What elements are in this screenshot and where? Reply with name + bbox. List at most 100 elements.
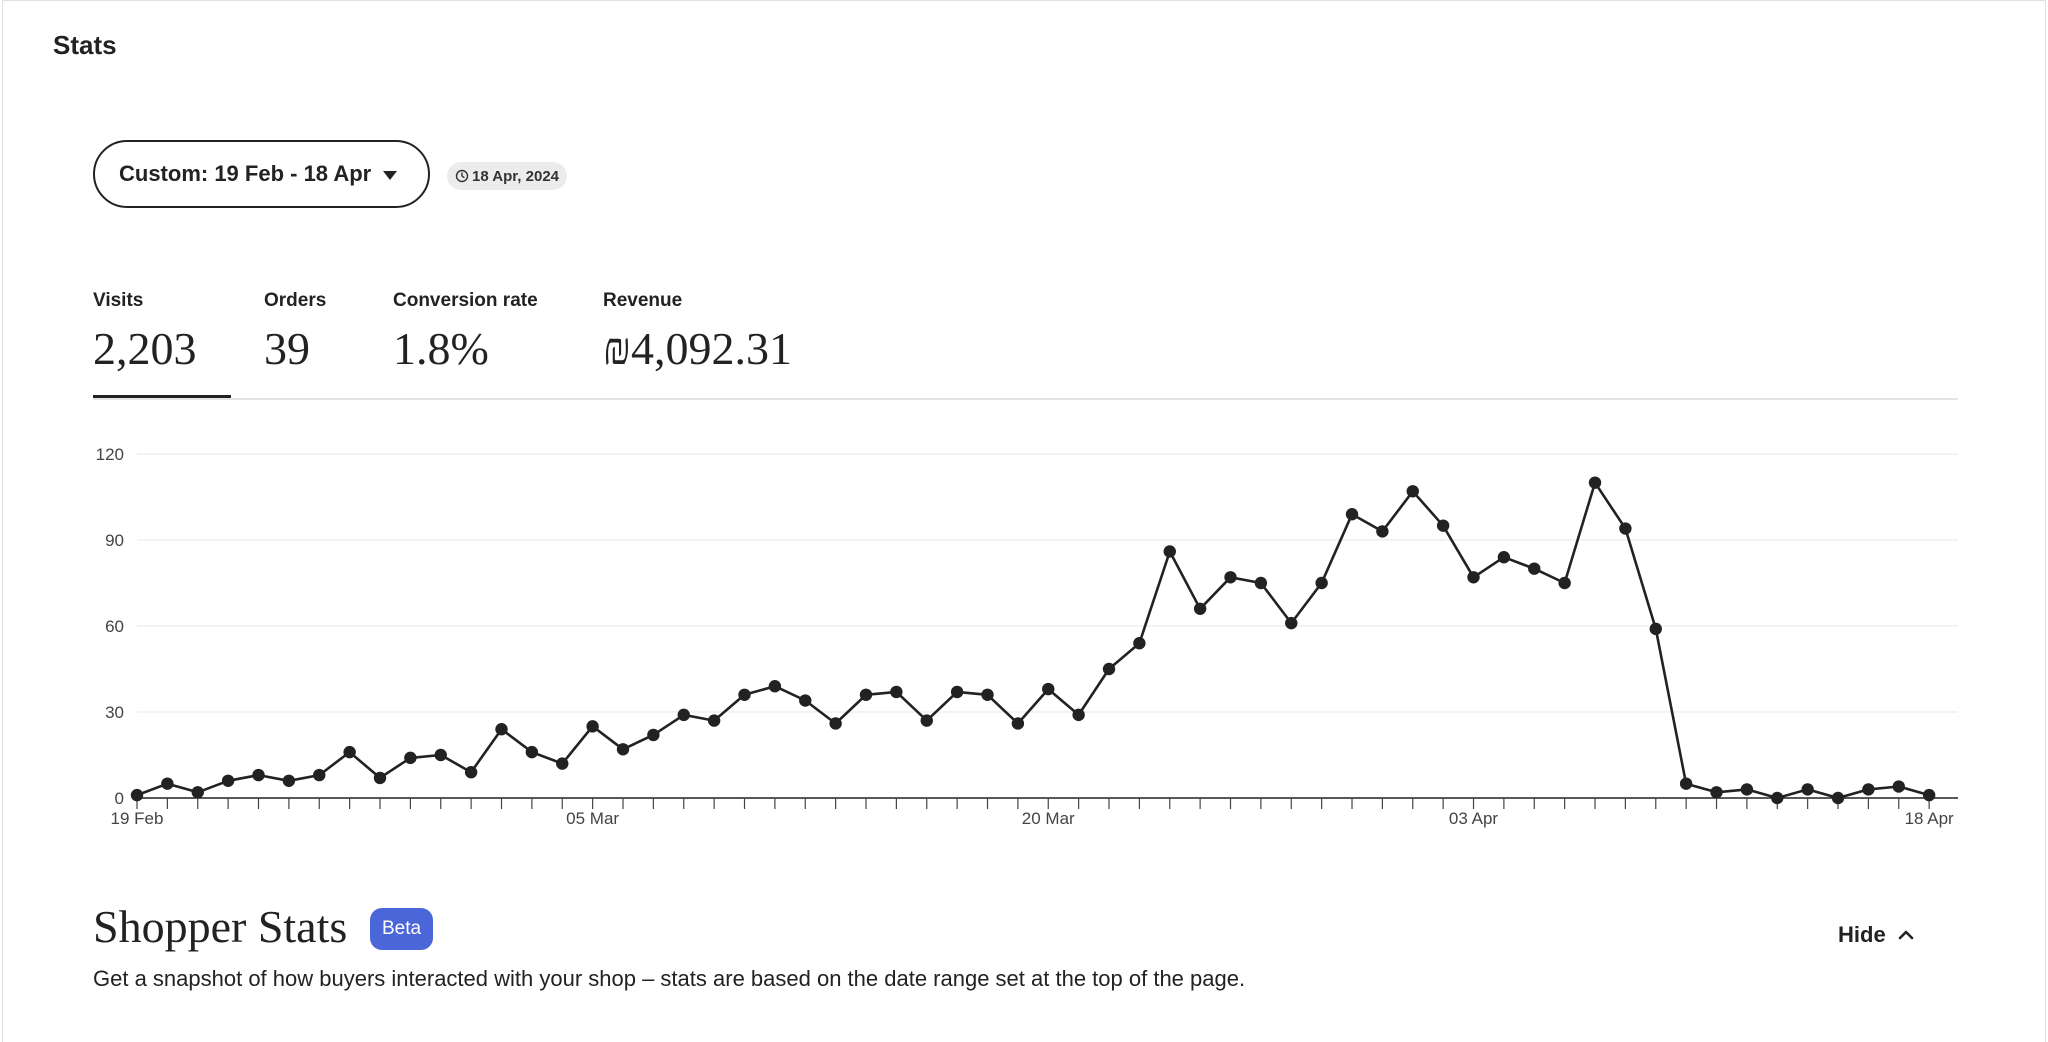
- data-point: [404, 751, 417, 765]
- active-tab-indicator: [93, 395, 231, 398]
- x-tick-label: 05 Mar: [566, 809, 619, 828]
- x-tick-label: 03 Apr: [1449, 809, 1498, 828]
- data-point: [647, 728, 660, 742]
- x-tick-label: 18 Apr: [1905, 809, 1954, 828]
- date-range-dropdown[interactable]: Custom: 19 Feb - 18 Apr: [93, 140, 430, 208]
- data-point: [829, 717, 842, 730]
- data-point: [130, 788, 144, 802]
- metrics-divider: [93, 398, 1958, 400]
- data-point: [556, 757, 569, 770]
- data-point: [1740, 783, 1754, 796]
- metric-label: Visits: [93, 290, 144, 311]
- data-point: [799, 694, 812, 707]
- data-point: [1619, 522, 1632, 535]
- visits-line-chart: 0 30 60 90 120 19 Feb 05 Mar 20 Mar 03 Apr 18 Apr: [96, 445, 1958, 828]
- data-point: [525, 745, 539, 759]
- data-point: [1163, 545, 1176, 558]
- data-point: [1831, 791, 1845, 805]
- metric-tab-conversion-rate[interactable]: Conversion rate 1.8%: [393, 290, 538, 375]
- data-point: [1558, 576, 1571, 590]
- data-point: [1922, 788, 1936, 802]
- metric-value: 2,203: [93, 323, 197, 374]
- data-point: [768, 680, 782, 693]
- data-point: [1133, 637, 1146, 650]
- data-point: [434, 748, 447, 762]
- metric-value: ₪4,092.31: [603, 323, 792, 374]
- data-point: [920, 714, 933, 727]
- hide-button[interactable]: Hide: [1838, 922, 1914, 948]
- data-point: [1254, 576, 1268, 590]
- data-point: [1436, 519, 1450, 532]
- y-tick-label: 60: [105, 617, 124, 636]
- data-point: [1801, 783, 1814, 796]
- data-point: [313, 768, 326, 782]
- data-point: [1345, 508, 1359, 521]
- metric-label: Orders: [264, 290, 327, 311]
- data-point: [161, 777, 174, 790]
- x-tick-label: 19 Feb: [111, 809, 164, 828]
- data-point: [1315, 576, 1328, 590]
- data-point: [1376, 525, 1389, 538]
- data-point: [343, 745, 356, 759]
- metrics-tabs: Visits 2,203 Orders 39 Conversion rate 1…: [93, 290, 1958, 400]
- data-point: [1892, 780, 1905, 793]
- data-point: [1497, 551, 1511, 564]
- data-point: [1285, 616, 1298, 630]
- data-point: [1406, 485, 1419, 498]
- data-point: [464, 766, 478, 779]
- last-updated-badge: 18 Apr, 2024: [447, 162, 568, 190]
- data-point: [1102, 662, 1116, 676]
- data-point: [252, 768, 265, 782]
- data-point: [495, 723, 508, 736]
- data-point: [1649, 622, 1662, 636]
- date-range-label: Custom: 19 Feb - 18 Apr: [119, 161, 372, 186]
- data-point: [373, 771, 387, 785]
- page-title: Stats: [53, 30, 117, 60]
- shopper-stats-title: Shopper Stats: [93, 901, 348, 952]
- last-updated-date: 18 Apr, 2024: [472, 167, 560, 185]
- data-point: [890, 685, 903, 699]
- metric-tab-visits[interactable]: Visits 2,203: [93, 290, 231, 398]
- data-point: [1710, 786, 1723, 799]
- y-tick-label: 0: [115, 789, 124, 808]
- shopper-stats-description: Get a snapshot of how buyers interacted …: [93, 966, 1246, 991]
- data-point: [1588, 476, 1602, 489]
- data-point: [1193, 602, 1207, 615]
- y-tick-label: 90: [105, 531, 124, 550]
- data-point: [586, 720, 599, 733]
- chevron-up-icon: [1898, 930, 1913, 940]
- caret-down-icon: [383, 170, 398, 180]
- data-point: [1224, 571, 1237, 584]
- data-point: [1042, 682, 1055, 696]
- visits-series-line: [136, 481, 1930, 800]
- beta-badge: Beta: [370, 908, 434, 950]
- data-point: [738, 688, 751, 701]
- data-point: [1771, 791, 1784, 805]
- x-tick-label: 20 Mar: [1022, 809, 1075, 828]
- y-tick-label: 30: [105, 703, 124, 722]
- data-point: [1467, 571, 1480, 584]
- data-point: [221, 774, 235, 787]
- data-point: [859, 688, 873, 701]
- metric-tab-orders[interactable]: Orders 39: [264, 290, 326, 375]
- data-point: [981, 688, 994, 701]
- data-point: [616, 743, 630, 756]
- hide-label: Hide: [1838, 922, 1886, 947]
- metric-value: 39: [264, 323, 310, 374]
- data-point: [677, 708, 690, 722]
- data-point: [191, 786, 204, 799]
- data-point: [1011, 717, 1025, 730]
- data-point: [1679, 777, 1693, 790]
- data-point: [282, 774, 296, 787]
- clock-icon: [455, 169, 469, 183]
- metric-value: 1.8%: [393, 323, 489, 374]
- metric-tab-revenue[interactable]: Revenue ₪4,092.31: [603, 290, 792, 375]
- data-point: [1528, 562, 1541, 575]
- y-tick-label: 120: [96, 445, 124, 464]
- metric-label: Revenue: [603, 290, 683, 311]
- data-point: [1862, 783, 1875, 796]
- data-point: [1072, 708, 1085, 722]
- metric-label: Conversion rate: [393, 290, 538, 311]
- data-point: [707, 714, 721, 727]
